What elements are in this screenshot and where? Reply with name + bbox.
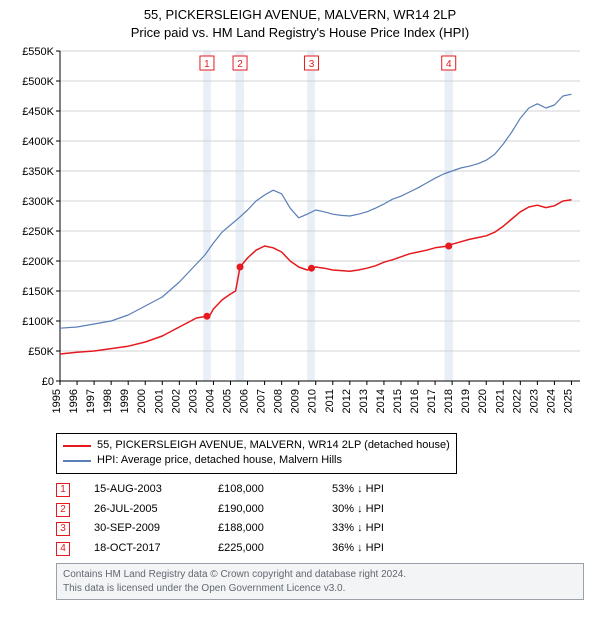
- svg-text:1998: 1998: [102, 389, 114, 413]
- legend-item: 55, PICKERSLEIGH AVENUE, MALVERN, WR14 2…: [63, 438, 450, 453]
- svg-text:£50K: £50K: [28, 346, 54, 358]
- sale-marker-icon: 2: [56, 503, 70, 517]
- svg-text:2005: 2005: [221, 389, 233, 413]
- svg-text:2021: 2021: [494, 389, 506, 413]
- svg-text:£0: £0: [42, 376, 54, 388]
- sale-date: 30-SEP-2009: [94, 519, 194, 539]
- sales-table: 1 15-AUG-2003 £108,000 53% ↓ HPI 2 26-JU…: [56, 480, 584, 559]
- legend: 55, PICKERSLEIGH AVENUE, MALVERN, WR14 2…: [56, 433, 457, 474]
- svg-text:2: 2: [237, 59, 243, 70]
- svg-text:2004: 2004: [204, 389, 216, 413]
- sale-marker-icon: 3: [56, 522, 70, 536]
- svg-text:1995: 1995: [51, 389, 63, 413]
- sale-marker-icon: 4: [56, 542, 70, 556]
- svg-text:4: 4: [446, 59, 452, 70]
- svg-text:2016: 2016: [409, 389, 421, 413]
- svg-text:2025: 2025: [562, 389, 574, 413]
- table-row: 1 15-AUG-2003 £108,000 53% ↓ HPI: [56, 480, 584, 500]
- sale-price: £225,000: [218, 539, 308, 559]
- svg-text:2006: 2006: [239, 389, 251, 413]
- table-row: 2 26-JUL-2005 £190,000 30% ↓ HPI: [56, 500, 584, 520]
- svg-text:£350K: £350K: [22, 166, 54, 178]
- sale-price: £188,000: [218, 519, 308, 539]
- svg-text:1997: 1997: [85, 389, 97, 413]
- svg-text:2015: 2015: [392, 389, 404, 413]
- svg-text:£450K: £450K: [22, 106, 54, 118]
- legend-label-2: HPI: Average price, detached house, Malv…: [97, 453, 342, 468]
- svg-text:£500K: £500K: [22, 76, 54, 88]
- svg-text:1999: 1999: [119, 389, 131, 413]
- attribution: Contains HM Land Registry data © Crown c…: [56, 563, 584, 600]
- svg-text:2020: 2020: [477, 389, 489, 413]
- title-line2: Price paid vs. HM Land Registry's House …: [10, 24, 590, 42]
- sale-price: £108,000: [218, 480, 308, 500]
- svg-text:3: 3: [309, 59, 315, 70]
- legend-swatch-1: [63, 445, 91, 447]
- svg-text:2014: 2014: [375, 389, 387, 413]
- svg-text:2019: 2019: [460, 389, 472, 413]
- attribution-line2: This data is licensed under the Open Gov…: [63, 582, 577, 596]
- table-row: 3 30-SEP-2009 £188,000 33% ↓ HPI: [56, 519, 584, 539]
- legend-label-1: 55, PICKERSLEIGH AVENUE, MALVERN, WR14 2…: [97, 438, 450, 453]
- chart-title-block: 55, PICKERSLEIGH AVENUE, MALVERN, WR14 2…: [10, 6, 590, 41]
- svg-text:2024: 2024: [545, 389, 557, 413]
- svg-text:2010: 2010: [307, 389, 319, 413]
- svg-text:£550K: £550K: [22, 46, 54, 58]
- svg-text:2023: 2023: [528, 389, 540, 413]
- sale-date: 15-AUG-2003: [94, 480, 194, 500]
- svg-text:2008: 2008: [273, 389, 285, 413]
- title-line1: 55, PICKERSLEIGH AVENUE, MALVERN, WR14 2…: [10, 6, 590, 24]
- svg-text:2009: 2009: [290, 389, 302, 413]
- chart: £0 £50K £100K £150K £200K £250K £300K £350K £400…: [10, 45, 590, 425]
- svg-text:2022: 2022: [511, 389, 523, 413]
- svg-text:2018: 2018: [443, 389, 455, 413]
- legend-item: HPI: Average price, detached house, Malv…: [63, 453, 450, 468]
- table-row: 4 18-OCT-2017 £225,000 36% ↓ HPI: [56, 539, 584, 559]
- sale-date: 26-JUL-2005: [94, 500, 194, 520]
- svg-text:£400K: £400K: [22, 136, 54, 148]
- svg-text:£200K: £200K: [22, 256, 54, 268]
- sale-delta: 30% ↓ HPI: [332, 500, 422, 520]
- svg-text:2003: 2003: [187, 389, 199, 413]
- svg-text:2012: 2012: [341, 389, 353, 413]
- sale-delta: 36% ↓ HPI: [332, 539, 422, 559]
- svg-text:1: 1: [204, 59, 210, 70]
- chart-svg: £0 £50K £100K £150K £200K £250K £300K £350K £400…: [10, 45, 590, 425]
- legend-swatch-2: [63, 460, 91, 462]
- svg-text:2011: 2011: [324, 389, 336, 413]
- svg-text:£300K: £300K: [22, 196, 54, 208]
- svg-text:£150K: £150K: [22, 286, 54, 298]
- svg-text:2013: 2013: [358, 389, 370, 413]
- svg-text:2017: 2017: [426, 389, 438, 413]
- sale-marker-icon: 1: [56, 483, 70, 497]
- svg-text:2002: 2002: [170, 389, 182, 413]
- attribution-line1: Contains HM Land Registry data © Crown c…: [63, 568, 577, 582]
- sale-date: 18-OCT-2017: [94, 539, 194, 559]
- svg-text:2000: 2000: [136, 389, 148, 413]
- svg-text:1996: 1996: [68, 389, 80, 413]
- sale-price: £190,000: [218, 500, 308, 520]
- svg-text:2001: 2001: [153, 389, 165, 413]
- svg-text:2007: 2007: [256, 389, 268, 413]
- sale-delta: 53% ↓ HPI: [332, 480, 422, 500]
- sale-delta: 33% ↓ HPI: [332, 519, 422, 539]
- svg-text:£100K: £100K: [22, 316, 54, 328]
- svg-text:£250K: £250K: [22, 226, 54, 238]
